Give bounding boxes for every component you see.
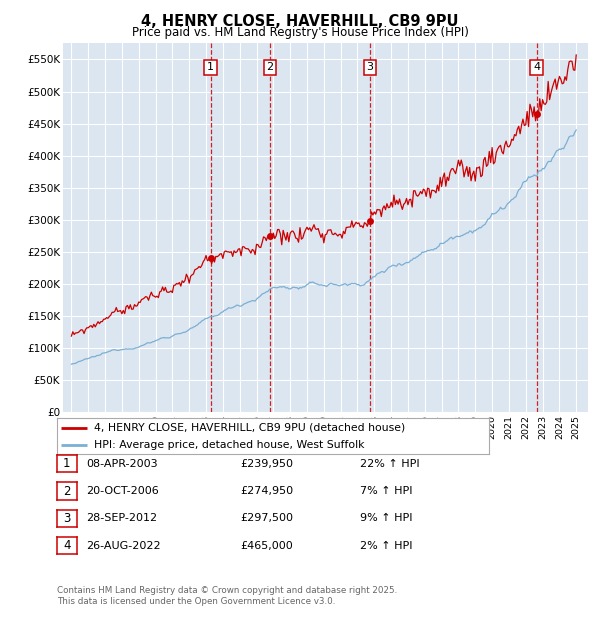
Text: 4: 4: [63, 539, 71, 552]
Text: Price paid vs. HM Land Registry's House Price Index (HPI): Price paid vs. HM Land Registry's House …: [131, 26, 469, 39]
Text: 20-OCT-2006: 20-OCT-2006: [86, 486, 158, 496]
Text: 3: 3: [63, 512, 71, 525]
Text: 08-APR-2003: 08-APR-2003: [86, 459, 157, 469]
Text: 2: 2: [266, 63, 274, 73]
Text: 2: 2: [63, 485, 71, 497]
Text: £274,950: £274,950: [240, 486, 293, 496]
Text: 3: 3: [367, 63, 373, 73]
Text: £239,950: £239,950: [240, 459, 293, 469]
Text: HPI: Average price, detached house, West Suffolk: HPI: Average price, detached house, West…: [94, 440, 364, 450]
Text: 9% ↑ HPI: 9% ↑ HPI: [360, 513, 413, 523]
Text: Contains HM Land Registry data © Crown copyright and database right 2025.
This d: Contains HM Land Registry data © Crown c…: [57, 585, 397, 606]
Text: 26-AUG-2022: 26-AUG-2022: [86, 541, 160, 551]
Text: 28-SEP-2012: 28-SEP-2012: [86, 513, 157, 523]
Text: 1: 1: [63, 458, 71, 470]
Text: £465,000: £465,000: [240, 541, 293, 551]
Text: £297,500: £297,500: [240, 513, 293, 523]
Text: 2% ↑ HPI: 2% ↑ HPI: [360, 541, 413, 551]
Text: 4: 4: [533, 63, 540, 73]
Text: 1: 1: [207, 63, 214, 73]
Text: 22% ↑ HPI: 22% ↑ HPI: [360, 459, 419, 469]
Text: 4, HENRY CLOSE, HAVERHILL, CB9 9PU: 4, HENRY CLOSE, HAVERHILL, CB9 9PU: [141, 14, 459, 29]
Text: 7% ↑ HPI: 7% ↑ HPI: [360, 486, 413, 496]
Text: 4, HENRY CLOSE, HAVERHILL, CB9 9PU (detached house): 4, HENRY CLOSE, HAVERHILL, CB9 9PU (deta…: [94, 423, 405, 433]
